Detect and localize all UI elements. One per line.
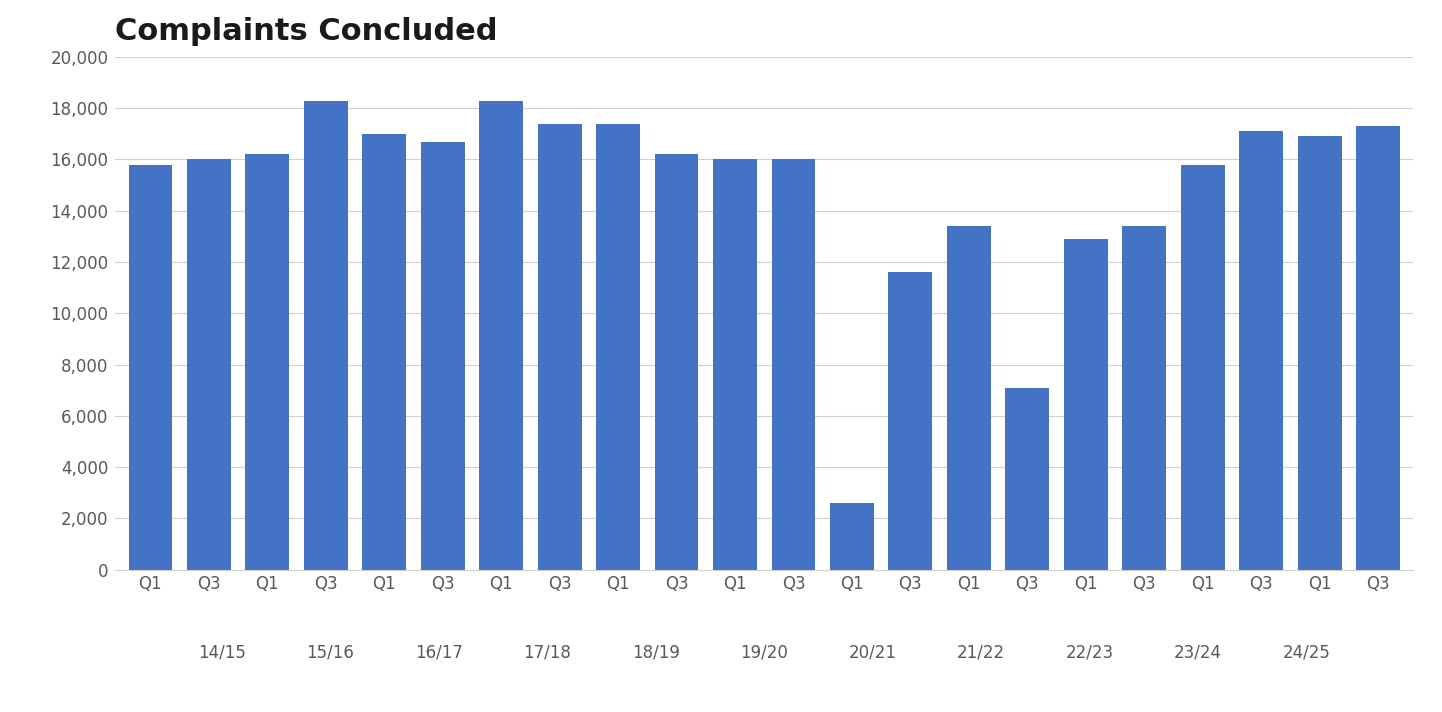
Bar [1005,387,1050,570]
Bar [1122,226,1167,570]
Bar [596,124,640,570]
Bar [1355,126,1400,570]
Bar [479,100,523,570]
Bar [714,159,757,570]
Bar [362,134,407,570]
Bar [245,155,290,570]
Bar [128,164,173,570]
Bar [1298,137,1341,570]
Bar [771,159,815,570]
Bar [538,124,581,570]
Bar [304,100,348,570]
Bar [1064,239,1107,570]
Bar [187,159,231,570]
Text: Complaints Concluded: Complaints Concluded [115,17,497,46]
Bar [1181,164,1224,570]
Bar [888,272,933,570]
Bar [421,142,464,570]
Bar [655,155,698,570]
Bar [1239,131,1283,570]
Bar [947,226,991,570]
Bar [831,503,874,570]
